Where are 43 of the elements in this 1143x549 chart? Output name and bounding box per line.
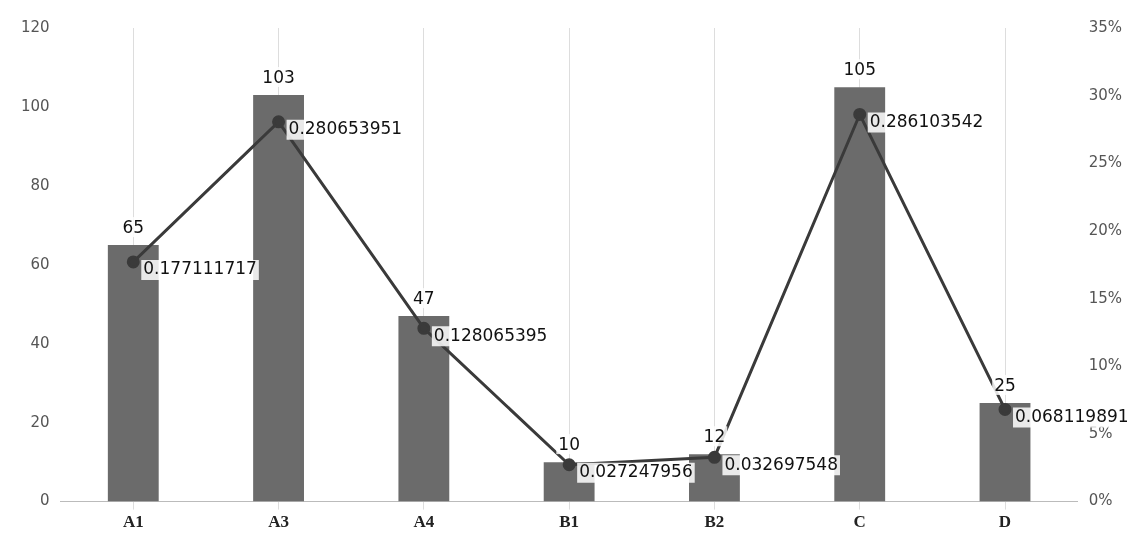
data-label: 0.032697548 [724,453,839,474]
data-label: 0.027247956 [579,461,693,482]
data-label: 0.068119891 [1015,405,1129,426]
x-tick-label: B2 [704,512,725,532]
data-label: 10 [558,434,580,455]
y-tick-label: 80 [30,175,50,194]
y-tick-label: 40 [30,333,50,352]
data-label: 0.177111717 [143,258,257,279]
data-label: 47 [413,288,435,309]
x-tick-label: C [853,512,866,532]
point [707,450,721,464]
point [853,107,867,121]
data-label: 0.128065395 [433,324,548,345]
y-tick-label: 60 [30,254,50,273]
y-tick-label: 100 [20,96,50,115]
data-label: 25 [994,374,1016,395]
x-tick-label: A1 [122,512,144,532]
point [998,402,1012,416]
point [126,255,140,269]
data-label: 105 [843,59,876,80]
y2-tick-label: 5% [1088,423,1113,442]
y2-tick-label: 35% [1088,17,1122,36]
x-tick-label: D [998,512,1012,532]
data-label: 0.280653951 [288,118,403,139]
y2-tick-label: 30% [1088,85,1122,104]
point [417,321,431,335]
y2-tick-label: 10% [1088,356,1122,375]
point [562,458,576,472]
y2-tick-label: 20% [1088,220,1122,239]
data-label: 103 [262,67,295,88]
data-label: 65 [122,216,145,237]
x-tick-label: A3 [268,512,289,532]
y2-tick-label: 15% [1088,288,1122,307]
y2-tick-label: 25% [1088,153,1122,172]
y2-tick-label: 0% [1088,491,1113,510]
y-tick-label: 120 [20,17,50,36]
data-label: 12 [703,426,726,447]
x-tick-label: A4 [413,512,435,532]
y-tick-label: 20 [30,412,50,431]
data-label: 0.286103542 [869,110,984,131]
point [272,115,286,129]
x-tick-label: B1 [559,512,580,532]
y-tick-label: 0 [40,491,50,510]
